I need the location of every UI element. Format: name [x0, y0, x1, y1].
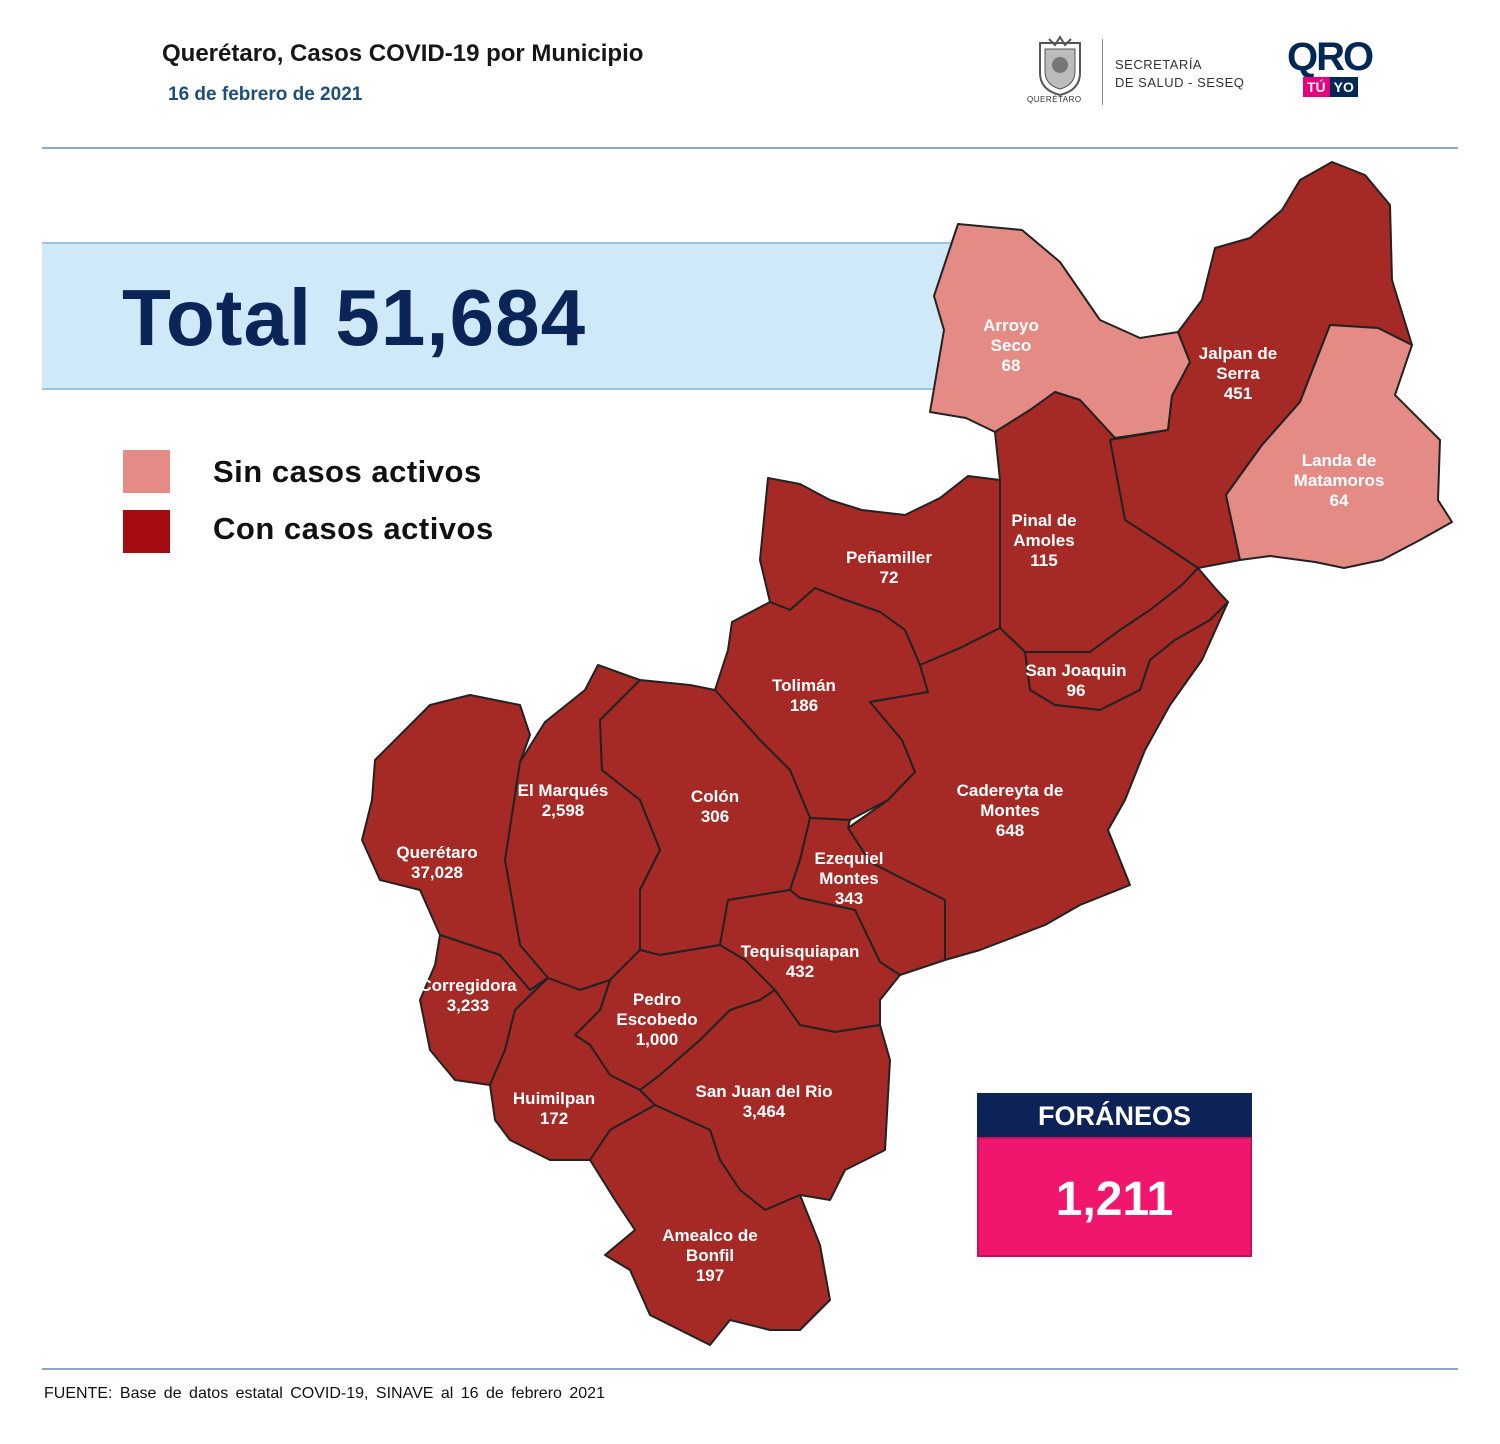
label-ezequiel-name: Montes [819, 869, 879, 888]
label-pedro-escobedo-name: Escobedo [616, 1010, 697, 1029]
qro-logo: QRO [1287, 35, 1374, 79]
label-ezequiel-cases: 343 [835, 889, 863, 908]
label-ezequiel-name: Ezequiel [815, 849, 884, 868]
label-huimilpan-cases: 172 [540, 1109, 568, 1128]
page-title: Querétaro, Casos COVID-19 por Municipio [162, 40, 644, 67]
label-pinal-name: Amoles [1013, 531, 1074, 550]
label-landa-cases: 64 [1330, 491, 1349, 510]
label-cadereyta-name: Cadereyta de [957, 781, 1064, 800]
label-jalpan-cases: 451 [1224, 384, 1252, 403]
label-amealco-name: Bonfil [686, 1246, 734, 1265]
state-seal-logo [1039, 35, 1081, 97]
legend-label-no-active: Sin casos activos [213, 454, 482, 489]
foraneos-box: FORÁNEOS 1,211 [977, 1093, 1252, 1257]
foraneos-value: 1,211 [977, 1137, 1252, 1257]
label-san-juan-name: San Juan del Rio [696, 1082, 833, 1101]
label-arroyo-seco-name: Seco [991, 336, 1032, 355]
seal-caption: QUERÉTARO [1027, 95, 1082, 104]
region-amealco [589, 1104, 831, 1346]
label-jalpan-name: Serra [1216, 364, 1260, 383]
label-corregidora-cases: 3,233 [447, 996, 490, 1015]
label-pedro-escobedo-cases: 1,000 [636, 1030, 679, 1049]
region-landa [1225, 324, 1453, 569]
label-san-joaquin-cases: 96 [1067, 681, 1086, 700]
label-san-juan-cases: 3,464 [743, 1102, 786, 1121]
label-cadereyta-name: Montes [980, 801, 1040, 820]
secretaria-line-1: SECRETARÍA [1115, 57, 1203, 72]
label-toliman-cases: 186 [790, 696, 818, 715]
label-penamiller-cases: 72 [880, 568, 899, 587]
report-date: 16 de febrero de 2021 [168, 84, 363, 105]
logo-divider [1102, 39, 1103, 105]
qro-tu: TÚ [1303, 77, 1330, 97]
label-colon-name: Colón [691, 787, 739, 806]
label-landa-name: Landa de [1302, 451, 1377, 470]
secretaria-line-2: DE SALUD - SESEQ [1115, 75, 1245, 90]
label-penamiller-name: Peñamiller [846, 548, 932, 567]
label-amealco-name: Amealco de [662, 1226, 757, 1245]
label-colon-cases: 306 [701, 807, 729, 826]
label-cadereyta-cases: 648 [996, 821, 1024, 840]
logos-area: QUERÉTARO SECRETARÍA DE SALUD - SESEQ QR… [1025, 35, 1425, 115]
legend-swatch-active [123, 510, 170, 553]
label-arroyo-seco-name: Arroyo [983, 316, 1039, 335]
foraneos-label: FORÁNEOS [977, 1093, 1252, 1137]
label-amealco-cases: 197 [696, 1266, 724, 1285]
label-el-marques-cases: 2,598 [542, 801, 585, 820]
qro-tuyo-logo: TÚ YO [1303, 77, 1358, 97]
total-band [42, 242, 1002, 390]
label-pedro-escobedo-name: Pedro [633, 990, 681, 1009]
label-queretaro-name: Querétaro [396, 843, 477, 862]
qro-yo: YO [1329, 77, 1358, 97]
region-huimilpan [489, 977, 656, 1161]
label-tequisquiapan-cases: 432 [786, 962, 814, 981]
label-san-joaquin-name: San Joaquin [1025, 661, 1126, 680]
header-divider [42, 147, 1458, 149]
label-el-marques-name: El Marqués [518, 781, 609, 800]
label-jalpan-name: Jalpan de [1199, 344, 1277, 363]
label-queretaro-cases: 37,028 [411, 863, 463, 882]
label-pinal-cases: 115 [1030, 551, 1057, 570]
label-arroyo-seco-cases: 68 [1002, 356, 1021, 375]
label-landa-name: Matamoros [1294, 471, 1385, 490]
label-corregidora-name: Corregidora [419, 976, 517, 995]
label-tequisquiapan-name: Tequisquiapan [741, 942, 860, 961]
footer-divider [42, 1368, 1458, 1370]
legend-label-active: Con casos activos [213, 511, 494, 546]
label-huimilpan-name: Huimilpan [513, 1089, 595, 1108]
label-pinal-name: Pinal de [1011, 511, 1076, 530]
source-note: FUENTE: Base de datos estatal COVID-19, … [44, 1385, 605, 1402]
total-cases: Total 51,684 [122, 273, 587, 362]
label-toliman-name: Tolimán [772, 676, 836, 695]
legend-swatch-no-active [123, 450, 170, 493]
region-cadereyta [847, 601, 1229, 961]
